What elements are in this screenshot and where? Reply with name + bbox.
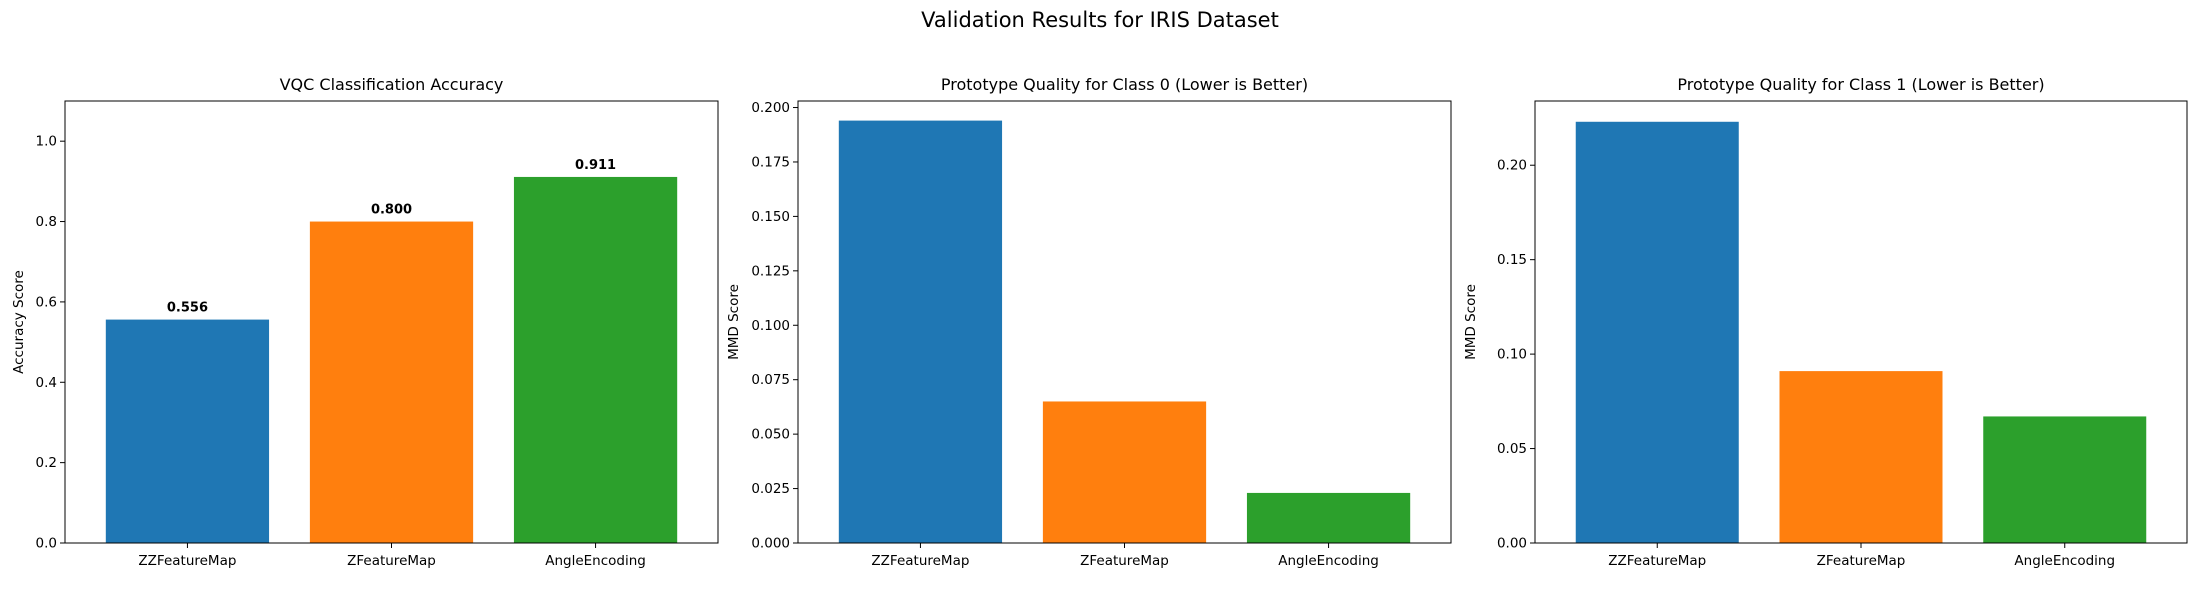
x-tick-label: ZZFeatureMap (871, 553, 969, 569)
y-tick-label: 0.05 (1497, 441, 1527, 457)
y-axis-label: Accuracy Score (11, 270, 27, 374)
chart-title: Prototype Quality for Class 1 (Lower is … (1677, 75, 2044, 94)
y-tick-label: 0.125 (751, 263, 790, 279)
y-tick-label: 0.10 (1497, 347, 1527, 363)
axes-frame (1534, 100, 2188, 544)
axes-frame (64, 100, 719, 544)
bar-zzfeaturemap (838, 120, 1003, 543)
chart-title: VQC Classification Accuracy (280, 75, 504, 94)
chart-title: Prototype Quality for Class 0 (Lower is … (941, 75, 1308, 94)
x-tick-label: AngleEncoding (545, 553, 646, 569)
y-tick-label: 0.100 (751, 318, 790, 334)
bar-angleencoding (1246, 492, 1411, 543)
x-tick-label: AngleEncoding (1278, 553, 1379, 569)
x-tick-label: ZZFeatureMap (1608, 553, 1706, 569)
axes-frame (797, 100, 1452, 544)
y-tick-label: 0.150 (751, 209, 790, 225)
y-tick-label: 0.6 (36, 294, 57, 310)
x-tick-label: ZZFeatureMap (138, 553, 236, 569)
y-tick-label: 0.2 (36, 455, 57, 471)
x-tick-label: ZFeatureMap (1817, 553, 1906, 569)
y-tick-label: 0.175 (751, 154, 790, 170)
data-label: 0.556 (167, 301, 208, 316)
chart-panel-3: ZZFeatureMap ZFeatureMap AngleEncoding 0.00… (1463, 75, 2188, 569)
y-tick-label: 0.00 (1497, 536, 1527, 552)
y-tick-label: 0.4 (36, 375, 57, 391)
bar-zzfeaturemap (105, 319, 270, 543)
y-axis-label: MMD Score (726, 284, 742, 360)
x-tick-label: ZFeatureMap (1080, 553, 1169, 569)
x-tick-label: ZFeatureMap (347, 553, 436, 569)
data-label: 0.800 (371, 203, 412, 218)
x-tick-label: AngleEncoding (2014, 553, 2115, 569)
figure-title: Validation Results for IRIS Dataset (921, 8, 1279, 32)
y-tick-label: 0.000 (751, 536, 790, 552)
y-tick-label: 0.15 (1497, 252, 1527, 268)
bar-angleencoding (513, 176, 678, 543)
bar-zfeaturemap (1779, 371, 1943, 543)
y-tick-label: 1.0 (36, 134, 57, 150)
y-tick-label: 0.20 (1497, 158, 1527, 174)
data-label: 0.911 (575, 158, 616, 173)
y-axis-label: MMD Score (1463, 284, 1479, 360)
y-tick-label: 0.050 (751, 427, 790, 443)
bar-zfeaturemap (1042, 401, 1207, 543)
bar-zfeaturemap (309, 221, 474, 544)
y-tick-label: 0.075 (751, 372, 790, 388)
chart-panel-2: ZZFeatureMap ZFeatureMap AngleEncoding 0.00… (726, 75, 1452, 569)
bar-angleencoding (1983, 416, 2147, 543)
chart-panel-1: 0.556 ZZFeatureMap 0.800 ZFeatureMap 0.911 An… (11, 75, 719, 569)
y-tick-label: 0.025 (751, 481, 790, 497)
bar-zzfeaturemap (1575, 121, 1739, 543)
y-tick-label: 0.200 (751, 100, 790, 116)
y-tick-label: 0.8 (36, 214, 57, 230)
y-tick-label: 0.0 (36, 536, 57, 552)
